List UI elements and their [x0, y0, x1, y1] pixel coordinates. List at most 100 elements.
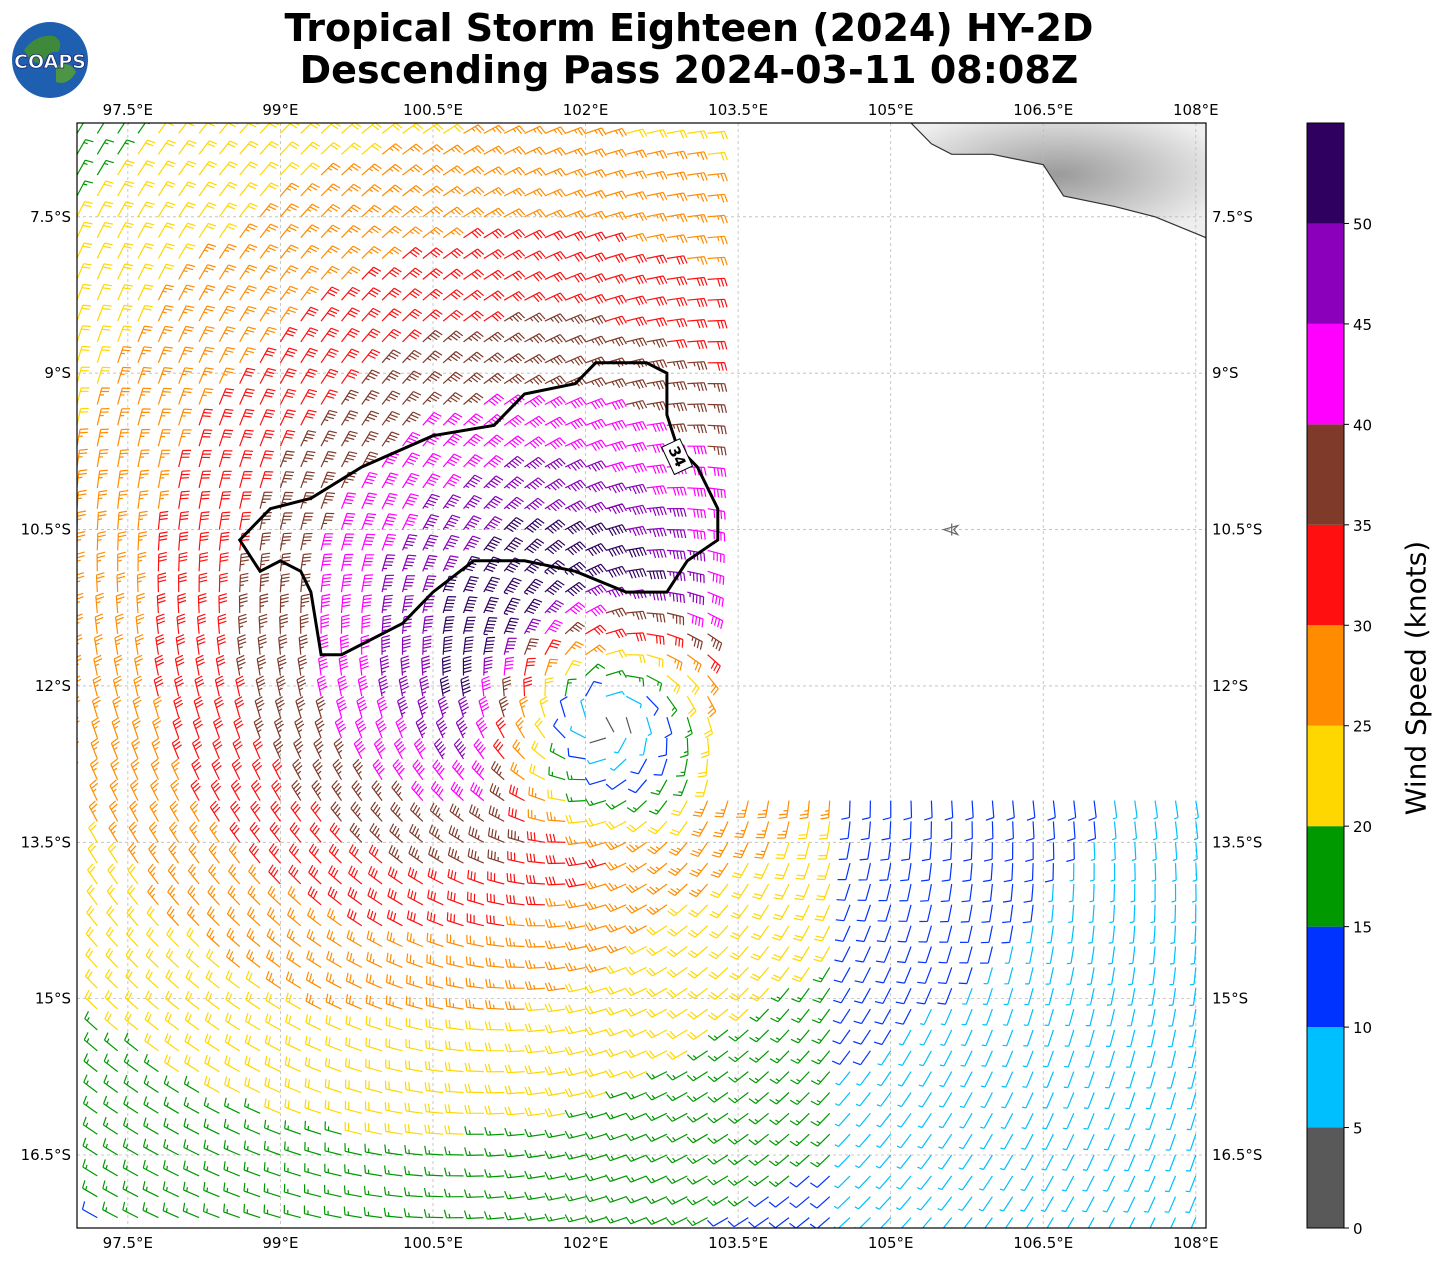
wind-barb [605, 1027, 627, 1037]
wind-barb [87, 842, 98, 864]
wind-barb [77, 1050, 78, 1051]
wind-barb [198, 305, 216, 322]
wind-barb [916, 1175, 932, 1190]
lon-tick-label: 102°E [563, 101, 609, 119]
wind-barb [1087, 946, 1095, 965]
wind-barb [962, 863, 973, 882]
wind-barb [854, 1196, 871, 1210]
wind-barb [771, 946, 790, 962]
wind-barb [1130, 883, 1136, 903]
wind-barb [584, 984, 607, 994]
wind-barb [320, 368, 339, 384]
wind-barb [709, 883, 729, 899]
wind-barb [443, 1188, 464, 1198]
wind-barb [442, 206, 464, 218]
wind-barb [1041, 1133, 1054, 1150]
wind-barb [666, 654, 683, 671]
wind-barb [203, 1160, 220, 1177]
wind-barb [1170, 904, 1177, 924]
wind-barb [326, 950, 342, 968]
wind-barb [832, 1008, 851, 1024]
wind-barb [504, 1022, 525, 1032]
wind-barb [173, 696, 184, 718]
wind-barb [279, 512, 293, 530]
colorbar-segment [1307, 524, 1344, 626]
wind-barb [1144, 1175, 1156, 1193]
wind-barb [605, 461, 627, 473]
wind-barb [103, 1095, 119, 1114]
wind-barb [259, 182, 279, 197]
wind-barb [687, 214, 708, 223]
wind-barb [320, 492, 336, 509]
wind-barb [605, 482, 627, 494]
wind-barb [734, 821, 749, 839]
wind-barb [163, 1075, 180, 1094]
wind-barb [959, 1112, 973, 1129]
wind-barb [687, 966, 708, 979]
wind-barb [488, 805, 505, 822]
wind-barb [189, 821, 200, 843]
wind-barb [564, 1004, 586, 1014]
wind-barb [626, 504, 647, 516]
wind-barb [1189, 988, 1197, 1007]
wind-barb [183, 1075, 200, 1094]
wind-barb [773, 883, 790, 900]
wind-barb [564, 126, 587, 136]
wind-barb [157, 408, 172, 426]
wind-barb [361, 574, 374, 593]
wind-barb [707, 654, 721, 674]
wind-barb [515, 717, 526, 739]
wind-barb [896, 1217, 912, 1228]
wind-barb [626, 546, 647, 558]
wind-barb [136, 572, 146, 593]
wind-barb [983, 842, 993, 862]
wind-barb [324, 1163, 342, 1177]
wind-barb [283, 1204, 301, 1219]
wind-barb [386, 909, 403, 927]
wind-barb [487, 849, 505, 864]
wind-barb [178, 325, 195, 343]
wind-barb [483, 393, 505, 406]
wind-barb [666, 171, 688, 181]
wind-barb [341, 327, 360, 343]
wind-barb [448, 825, 464, 843]
wind-barb [279, 388, 297, 405]
wind-barb [732, 842, 749, 859]
wind-barb [585, 418, 607, 431]
wind-barb [834, 1112, 851, 1127]
wind-barb [687, 256, 708, 265]
wind-barb [259, 491, 273, 509]
wind-barb [748, 1071, 769, 1084]
wind-barb [584, 1194, 607, 1203]
wind-barb [136, 592, 146, 614]
wind-barb [1026, 925, 1034, 944]
wind-barb [834, 1175, 851, 1189]
wind-barb [299, 614, 309, 634]
wind-barb [383, 1207, 403, 1219]
wind-barb [545, 833, 566, 843]
wind-barb [157, 243, 175, 259]
wind-barb [748, 1175, 769, 1187]
wind-barb [755, 821, 770, 839]
axis-tick-labels: 97.5°E97.5°E99°E99°E100.5°E100.5°E102°E1… [21, 101, 1263, 1252]
wind-barb [340, 512, 356, 530]
wind-barb [544, 416, 566, 429]
wind-barb [524, 518, 545, 533]
wind-barb [1042, 1113, 1054, 1130]
wind-barb [564, 641, 584, 656]
wind-barb [1043, 1071, 1054, 1088]
wind-barb [791, 987, 810, 1003]
wind-barb [544, 375, 566, 386]
wind-barb [839, 821, 851, 840]
wind-barb [96, 469, 108, 488]
wind-barb [564, 1151, 586, 1160]
wind-barb [157, 367, 173, 384]
wind-barb [585, 169, 607, 179]
wind-barb [218, 264, 237, 280]
wind-barb [96, 201, 114, 218]
wind-barb [204, 1054, 220, 1073]
wind-barb [184, 1054, 200, 1073]
wind-barb [361, 204, 382, 218]
wind-barb [1171, 883, 1177, 903]
wind-barb [585, 189, 607, 199]
